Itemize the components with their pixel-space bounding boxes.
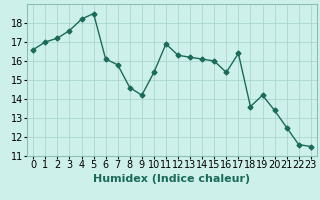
X-axis label: Humidex (Indice chaleur): Humidex (Indice chaleur): [93, 174, 251, 184]
